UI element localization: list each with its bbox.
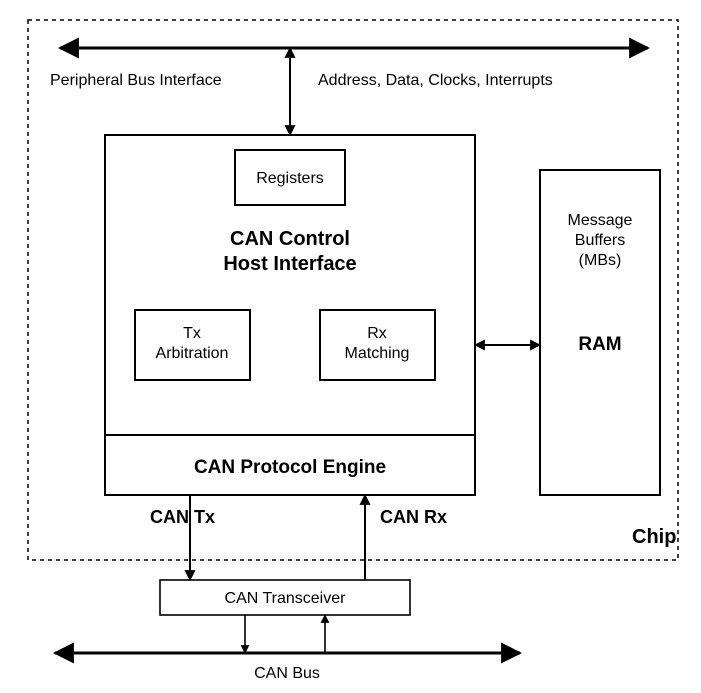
tx-arb-label-2: Arbitration <box>156 345 229 362</box>
chip-label: Chip <box>632 526 676 548</box>
rx-match-label-1: Rx <box>367 325 387 342</box>
ram-label-4: RAM <box>578 334 621 355</box>
can-bus-label: CAN Bus <box>254 665 320 682</box>
rx-match-label-2: Matching <box>345 345 410 362</box>
ram-label-1: Message <box>568 212 633 229</box>
peripheral-bus-label: Peripheral Bus Interface <box>50 72 222 89</box>
host-interface-title-2: Host Interface <box>223 253 356 275</box>
protocol-engine-label: CAN Protocol Engine <box>194 457 386 478</box>
host-interface-title: CAN Control <box>230 228 350 250</box>
can-tx-label: CAN Tx <box>150 507 215 527</box>
transceiver-label: CAN Transceiver <box>225 590 347 607</box>
tx-arb-label-1: Tx <box>183 325 201 342</box>
can-rx-label: CAN Rx <box>380 507 447 527</box>
chip-border <box>28 20 678 560</box>
registers-label: Registers <box>256 170 324 187</box>
ram-label-3: (MBs) <box>579 252 622 269</box>
can-block-diagram: Chip Peripheral Bus Interface Address, D… <box>0 0 701 693</box>
bus-signals-label: Address, Data, Clocks, Interrupts <box>318 72 553 89</box>
ram-label-2: Buffers <box>575 232 625 249</box>
